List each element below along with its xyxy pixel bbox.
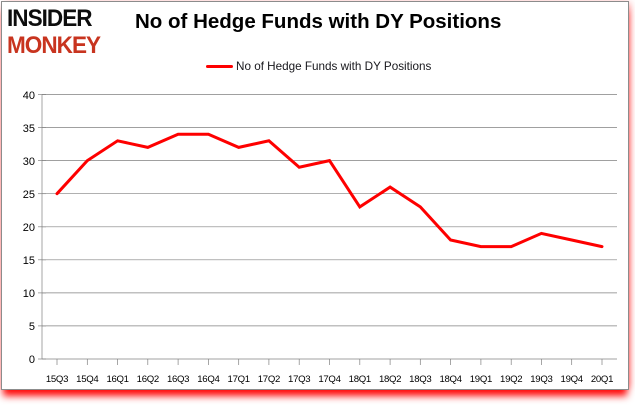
svg-text:15Q3: 15Q3 xyxy=(46,374,68,385)
svg-text:35: 35 xyxy=(23,123,35,135)
svg-text:15: 15 xyxy=(23,255,35,267)
svg-text:17Q4: 17Q4 xyxy=(318,374,341,385)
svg-text:16Q3: 16Q3 xyxy=(167,374,189,385)
svg-text:0: 0 xyxy=(29,354,35,366)
svg-text:18Q2: 18Q2 xyxy=(379,374,401,385)
svg-text:5: 5 xyxy=(29,321,35,333)
svg-text:20: 20 xyxy=(23,222,35,234)
svg-text:25: 25 xyxy=(23,189,35,201)
svg-text:19Q3: 19Q3 xyxy=(530,374,552,385)
svg-text:16Q2: 16Q2 xyxy=(137,374,159,385)
svg-text:15Q4: 15Q4 xyxy=(76,374,99,385)
svg-text:40: 40 xyxy=(23,90,35,102)
svg-text:18Q1: 18Q1 xyxy=(349,374,371,385)
svg-text:17Q3: 17Q3 xyxy=(288,374,310,385)
svg-text:10: 10 xyxy=(23,288,35,300)
svg-text:19Q1: 19Q1 xyxy=(470,374,492,385)
svg-text:17Q2: 17Q2 xyxy=(258,374,280,385)
svg-text:16Q4: 16Q4 xyxy=(197,374,220,385)
svg-text:20Q1: 20Q1 xyxy=(591,374,613,385)
svg-text:30: 30 xyxy=(23,156,35,168)
svg-text:17Q1: 17Q1 xyxy=(228,374,250,385)
svg-text:18Q4: 18Q4 xyxy=(439,374,462,385)
svg-text:16Q1: 16Q1 xyxy=(106,374,128,385)
svg-text:18Q3: 18Q3 xyxy=(409,374,431,385)
svg-text:19Q4: 19Q4 xyxy=(561,374,584,385)
svg-text:19Q2: 19Q2 xyxy=(500,374,522,385)
